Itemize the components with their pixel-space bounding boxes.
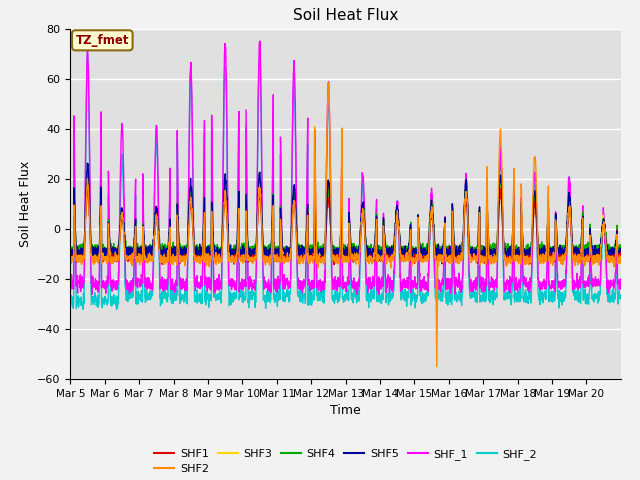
SHF1 — [543, 248, 550, 253]
Legend: SHF1, SHF2, SHF3, SHF4, SHF5, SHF_1, SHF_2: SHF1, SHF2, SHF3, SHF4, SHF5, SHF_1, SHF… — [150, 444, 541, 479]
SHF_2 — [609, 293, 617, 299]
SHF3 — [379, 250, 387, 255]
SHF1 — [84, 183, 92, 189]
SHF1 — [512, 252, 520, 257]
SHF_1 — [617, 286, 625, 292]
X-axis label: Time: Time — [330, 405, 361, 418]
SHF1 — [379, 252, 387, 258]
SHF2 — [543, 241, 550, 247]
Line: SHF2: SHF2 — [70, 83, 621, 367]
SHF3 — [609, 252, 617, 258]
SHF3 — [67, 253, 74, 259]
SHF5 — [379, 250, 387, 256]
SHF_2 — [113, 307, 120, 312]
SHF1 — [330, 262, 338, 267]
SHF_1 — [543, 271, 550, 276]
Line: SHF5: SHF5 — [70, 163, 621, 259]
SHF3 — [365, 259, 372, 265]
SHF5 — [67, 250, 74, 256]
SHF_1 — [256, 38, 264, 44]
SHF4 — [83, 170, 91, 176]
SHF4 — [512, 245, 520, 251]
SHF_1 — [512, 281, 520, 287]
SHF2 — [325, 80, 333, 85]
SHF_1 — [122, 281, 129, 287]
SHF_1 — [67, 279, 74, 285]
SHF_2 — [617, 292, 625, 298]
SHF2 — [240, 258, 248, 264]
SHF2 — [609, 256, 617, 262]
SHF_2 — [67, 295, 74, 301]
SHF5 — [247, 256, 255, 262]
SHF5 — [609, 249, 617, 254]
SHF_1 — [379, 280, 387, 286]
Line: SHF1: SHF1 — [70, 186, 621, 264]
SHF2 — [433, 364, 440, 370]
SHF1 — [67, 250, 74, 255]
SHF5 — [241, 249, 248, 255]
Line: SHF_2: SHF_2 — [70, 53, 621, 310]
SHF3 — [122, 251, 129, 256]
Y-axis label: Soil Heat Flux: Soil Heat Flux — [19, 161, 31, 247]
SHF_1 — [241, 283, 248, 289]
SHF_2 — [122, 285, 129, 290]
SHF4 — [543, 241, 550, 247]
SHF1 — [241, 254, 248, 260]
SHF1 — [617, 249, 625, 255]
SHF5 — [617, 247, 625, 252]
SHF4 — [122, 238, 129, 244]
SHF2 — [67, 258, 74, 264]
SHF4 — [617, 243, 625, 249]
Line: SHF3: SHF3 — [70, 176, 621, 262]
SHF1 — [609, 254, 617, 260]
SHF2 — [122, 255, 129, 261]
SHF4 — [67, 246, 74, 252]
SHF5 — [84, 160, 92, 166]
SHF2 — [512, 257, 520, 263]
SHF_2 — [512, 291, 520, 297]
SHF3 — [241, 254, 248, 260]
SHF3 — [83, 173, 91, 179]
Line: SHF_1: SHF_1 — [70, 41, 621, 294]
SHF2 — [379, 256, 387, 262]
SHF_1 — [609, 276, 617, 282]
Text: TZ_fmet: TZ_fmet — [76, 34, 129, 47]
SHF5 — [543, 245, 550, 251]
SHF3 — [543, 243, 550, 249]
SHF5 — [122, 248, 129, 254]
SHF_2 — [241, 294, 248, 300]
SHF_1 — [88, 291, 96, 297]
SHF5 — [512, 248, 520, 253]
SHF4 — [197, 254, 205, 260]
Title: Soil Heat Flux: Soil Heat Flux — [293, 9, 398, 24]
SHF_2 — [379, 295, 387, 301]
SHF_2 — [256, 50, 264, 56]
SHF2 — [617, 256, 625, 262]
SHF1 — [122, 254, 129, 260]
SHF4 — [609, 247, 617, 252]
Line: SHF4: SHF4 — [70, 173, 621, 257]
SHF4 — [241, 242, 248, 248]
SHF3 — [512, 254, 520, 260]
SHF3 — [617, 250, 625, 256]
SHF4 — [379, 246, 387, 252]
SHF_2 — [543, 274, 550, 280]
